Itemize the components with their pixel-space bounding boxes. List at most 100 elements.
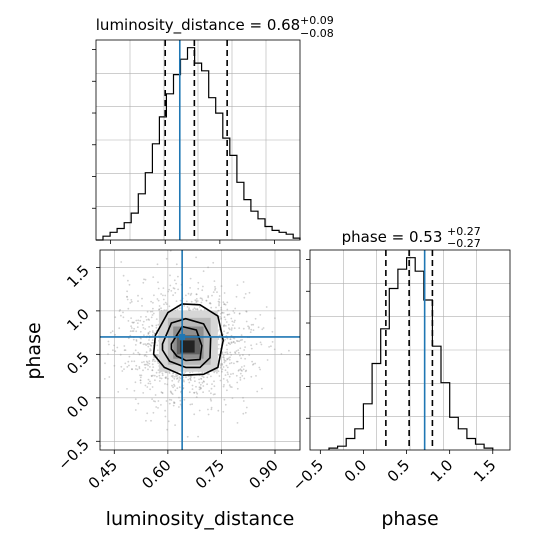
scatter-point	[172, 287, 175, 289]
scatter-point	[147, 332, 150, 335]
scatter-point	[139, 319, 142, 322]
scatter-point	[245, 310, 248, 312]
scatter-point	[218, 304, 220, 307]
scatter-point	[150, 375, 153, 378]
scatter-point	[132, 330, 135, 332]
scatter-point	[148, 326, 151, 328]
density-block	[180, 340, 195, 353]
scatter-point	[243, 341, 246, 343]
scatter-point	[231, 320, 234, 323]
scatter-point	[130, 360, 133, 363]
scatter-point	[186, 435, 189, 438]
scatter-point	[188, 307, 191, 310]
panel-frame	[309, 249, 511, 451]
scatter-point	[237, 369, 240, 372]
scatter-point	[157, 362, 160, 365]
scatter-point	[139, 341, 142, 344]
scatter-point	[207, 296, 210, 299]
scatter-point	[151, 324, 153, 327]
scatter-point	[173, 287, 176, 290]
scatter-point	[244, 370, 247, 373]
scatter-point	[223, 330, 226, 333]
scatter-point	[185, 294, 187, 297]
scatter-point	[222, 354, 225, 357]
scatter-point	[197, 281, 200, 284]
scatter-point	[235, 360, 238, 363]
scatter-point	[118, 327, 121, 330]
scatter-point	[153, 374, 156, 377]
x-axis-label: luminosity_distance	[106, 508, 295, 530]
scatter-point	[168, 372, 171, 374]
scatter-point	[152, 366, 155, 368]
scatter-point	[214, 289, 216, 291]
scatter-point	[173, 402, 176, 404]
panel-title: luminosity_distance = 0.68	[96, 16, 300, 35]
scatter-point	[242, 368, 245, 371]
scatter-point	[226, 366, 229, 369]
scatter-point	[228, 362, 231, 365]
scatter-point	[227, 373, 229, 376]
scatter-point	[156, 298, 159, 300]
scatter-point	[236, 381, 239, 384]
scatter-point	[151, 325, 154, 327]
scatter-point	[152, 341, 154, 344]
scatter-point	[198, 306, 201, 308]
scatter-point	[233, 312, 236, 314]
scatter-point	[152, 411, 155, 414]
scatter-point	[218, 328, 221, 331]
scatter-point	[244, 346, 247, 348]
scatter-point	[152, 358, 154, 361]
scatter-point	[191, 403, 194, 406]
scatter-point	[230, 341, 233, 344]
scatter-point	[238, 313, 241, 315]
scatter-point	[232, 324, 234, 326]
scatter-point	[135, 364, 138, 367]
scatter-point	[137, 319, 140, 322]
scatter-point	[226, 358, 229, 361]
title-median: 0.68	[267, 16, 300, 34]
scatter-point	[196, 308, 199, 310]
scatter-point	[210, 387, 213, 390]
scatter-point	[136, 368, 139, 371]
scatter-point	[156, 263, 159, 266]
scatter-point	[189, 294, 192, 296]
scatter-point	[145, 355, 148, 358]
y-tick-label: −0.5	[54, 435, 92, 473]
scatter-point	[222, 324, 225, 327]
scatter-point	[240, 369, 243, 372]
scatter-point	[138, 367, 141, 370]
scatter-point	[211, 294, 213, 297]
scatter-point	[167, 420, 170, 423]
scatter-point	[207, 408, 209, 411]
x-tick-label: 1.5	[470, 456, 500, 486]
x-axis-label: phase	[381, 508, 438, 530]
scatter-point	[220, 363, 222, 366]
scatter-point	[211, 383, 213, 385]
scatter-point	[182, 387, 185, 389]
scatter-point	[147, 342, 150, 345]
scatter-point	[119, 309, 121, 311]
scatter-point	[137, 402, 140, 405]
scatter-point	[223, 361, 226, 364]
scatter-point	[205, 299, 208, 302]
scatter-point	[174, 389, 177, 392]
scatter-point	[132, 352, 135, 355]
scatter-point	[149, 382, 152, 385]
histogram-step	[96, 47, 301, 241]
scatter-point	[223, 292, 226, 294]
scatter-point	[174, 375, 176, 378]
scatter-point	[157, 299, 160, 302]
scatter-point	[210, 399, 213, 402]
scatter-point	[225, 321, 228, 323]
scatter-point	[259, 341, 262, 344]
scatter-point	[245, 406, 248, 409]
scatter-point	[235, 295, 238, 298]
scatter-point	[165, 303, 168, 305]
scatter-point	[173, 377, 176, 380]
scatter-point	[150, 345, 153, 347]
scatter-point	[183, 372, 185, 374]
scatter-point	[237, 349, 240, 351]
scatter-point	[229, 385, 232, 388]
scatter-point	[138, 366, 141, 368]
scatter-point	[173, 279, 176, 282]
